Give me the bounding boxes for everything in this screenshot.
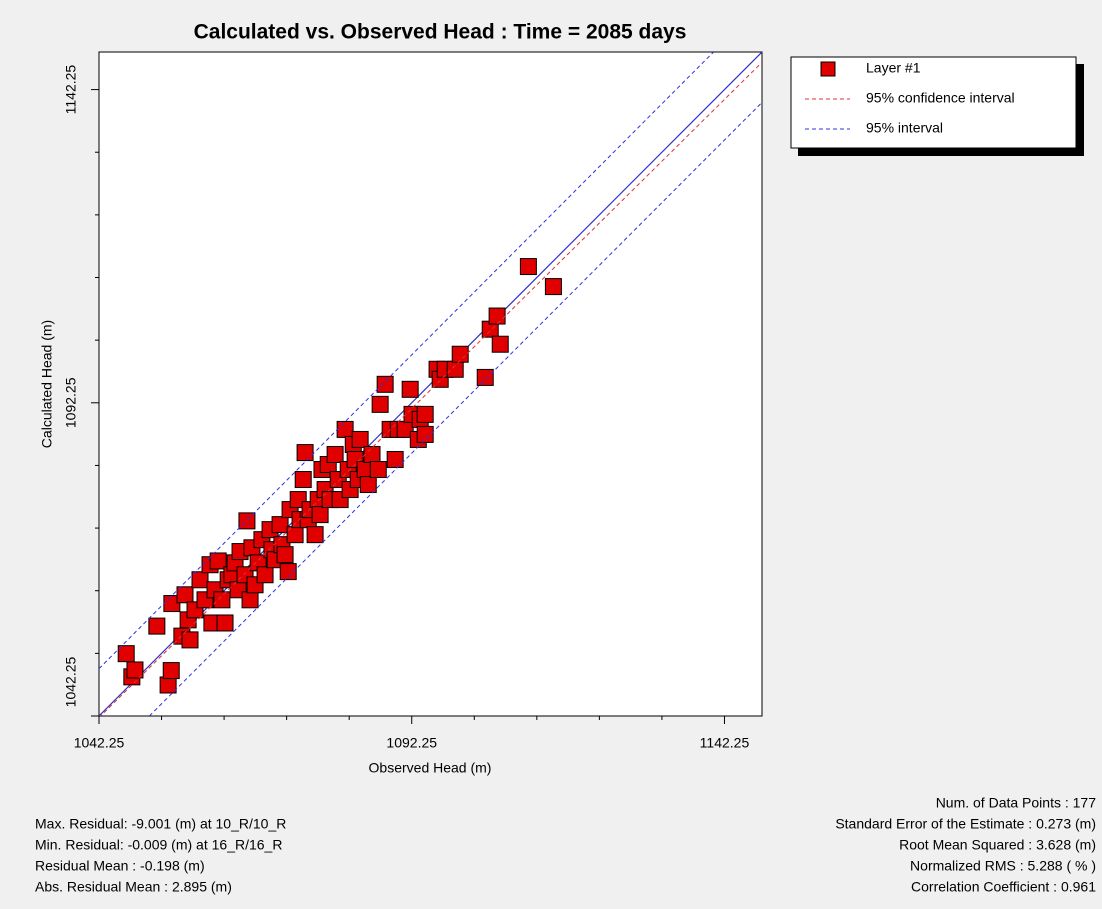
data-point — [209, 552, 227, 570]
chart-title: Calculated vs. Observed Head : Time = 20… — [194, 21, 687, 44]
x-tick-label: 1092.25 — [386, 735, 437, 751]
data-point — [148, 617, 166, 635]
data-point — [176, 586, 194, 604]
data-point — [213, 591, 231, 609]
data-point — [476, 368, 494, 386]
legend-label: Layer #1 — [866, 60, 921, 76]
data-point — [544, 278, 562, 296]
data-point — [326, 445, 344, 463]
stat-text: Residual Mean : -0.198 (m) — [35, 858, 205, 874]
data-point — [126, 661, 144, 679]
data-point — [446, 360, 464, 378]
interval-line — [148, 102, 762, 716]
data-point — [488, 307, 506, 325]
data-point — [159, 676, 177, 694]
data-point — [241, 591, 259, 609]
data-point — [416, 405, 434, 423]
x-tick-label: 1142.25 — [700, 735, 750, 751]
stat-text: Min. Residual: -0.009 (m) at 16_R/16_R — [35, 837, 282, 853]
data-point — [416, 425, 434, 443]
legend-marker — [820, 61, 836, 77]
y-tick-label: 1092.25 — [63, 377, 79, 428]
data-point — [191, 571, 209, 589]
data-point — [451, 345, 469, 363]
data-point — [376, 375, 394, 393]
x-tick-label: 1042.25 — [74, 735, 125, 751]
data-point — [162, 662, 180, 680]
data-point — [491, 335, 509, 353]
data-point — [279, 563, 297, 581]
data-point — [336, 420, 354, 438]
y-axis-label: Calculated Head (m) — [39, 320, 55, 448]
stat-text: Num. of Data Points : 177 — [936, 795, 1097, 811]
data-point — [369, 461, 387, 479]
data-point — [359, 476, 377, 494]
data-point — [271, 516, 289, 534]
data-point — [306, 526, 324, 544]
data-point — [351, 430, 369, 448]
stat-text: Standard Error of the Estimate : 0.273 (… — [835, 816, 1096, 832]
stat-text: Root Mean Squared : 3.628 (m) — [899, 837, 1096, 853]
data-point — [311, 506, 329, 524]
data-point — [276, 546, 294, 564]
legend-label: 95% confidence interval — [866, 90, 1015, 106]
data-point — [363, 445, 381, 463]
stat-text: Abs. Residual Mean : 2.895 (m) — [35, 879, 232, 895]
interval-line — [99, 52, 714, 670]
stat-text: Correlation Coefficient : 0.961 — [911, 879, 1096, 895]
y-tick-label: 1042.25 — [63, 656, 79, 707]
stat-text: Max. Residual: -9.001 (m) at 10_R/10_R — [35, 816, 286, 832]
data-point — [296, 444, 314, 462]
data-point — [216, 614, 234, 632]
data-point — [256, 566, 274, 584]
data-point — [371, 395, 389, 413]
data-point — [181, 631, 199, 649]
data-point — [401, 380, 419, 398]
plot-layer — [99, 52, 762, 716]
data-point — [386, 450, 404, 468]
stat-text: Normalized RMS : 5.288 ( % ) — [910, 858, 1096, 874]
data-point — [294, 471, 312, 489]
legend-label: 95% interval — [866, 120, 943, 136]
interval-line — [99, 61, 762, 716]
data-point — [519, 258, 537, 276]
y-tick-label: 1142.25 — [63, 65, 79, 115]
x-axis-label: Observed Head (m) — [369, 760, 492, 776]
legend — [790, 56, 1077, 149]
data-point — [117, 645, 135, 663]
